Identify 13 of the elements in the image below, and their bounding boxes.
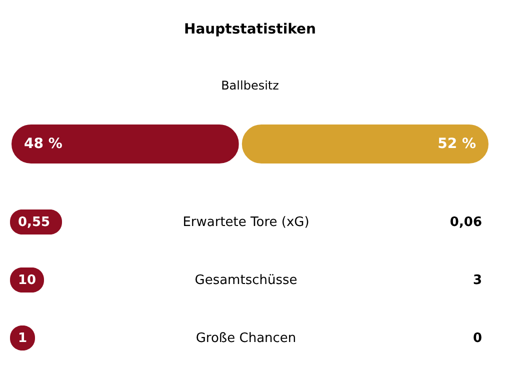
data-label: 3: [472, 273, 482, 288]
data-label: 52 %: [438, 136, 476, 152]
data-label: 0,55: [18, 215, 50, 230]
chart-subtitle: Ballbesitz: [221, 78, 279, 92]
data-label: 1: [18, 331, 28, 346]
category-label: Gesamtschüsse: [194, 273, 298, 288]
chart-title: Hauptstatistiken: [184, 22, 316, 38]
data-label: 10: [18, 273, 36, 288]
data-label: 0: [472, 331, 482, 346]
category-label: Erwartete Tore (xG): [182, 215, 310, 230]
data-label: 0,06: [450, 215, 482, 230]
data-label: 48 %: [24, 136, 62, 152]
category-label: Große Chancen: [196, 331, 296, 346]
